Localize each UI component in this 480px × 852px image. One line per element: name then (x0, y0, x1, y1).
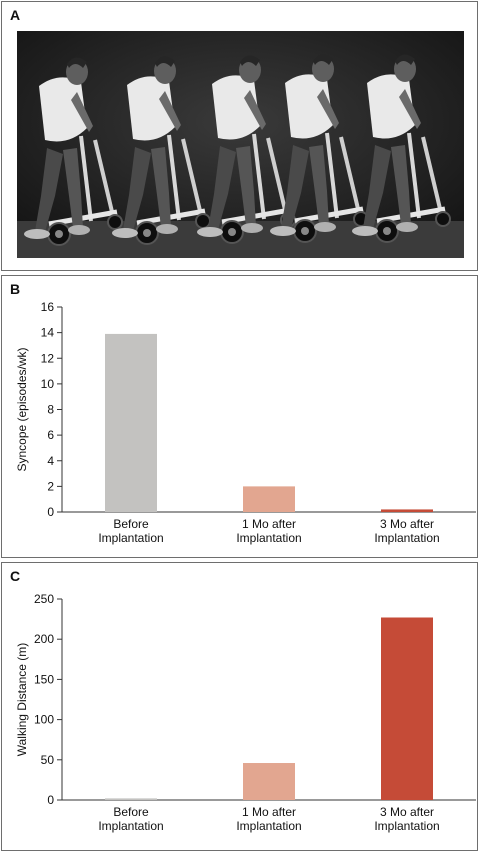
panel-c: C 0 50 100 150 200 250 Walking Distance (m) Bef… (1, 562, 478, 851)
syncope-bar (243, 486, 295, 512)
syncope-bar (105, 333, 157, 512)
walking-y-tick-label: 200 (34, 632, 54, 646)
walking-category-label: Implantation (236, 819, 301, 833)
walking-bar (105, 798, 157, 800)
panel-b: B 0 2 4 6 8 10 12 14 16 Syncope (episodes/wk) Befo… (1, 275, 478, 558)
walking-bar (243, 763, 295, 800)
syncope-y-tick-label: 8 (47, 403, 54, 417)
syncope-y-axis-label: Syncope (episodes/wk) (15, 347, 29, 471)
walking-category-label: 1 Mo after (242, 805, 296, 819)
walking-bar (381, 617, 433, 800)
syncope-category-label: Implantation (374, 531, 439, 545)
walking-y-tick-label: 250 (34, 592, 54, 606)
walking-category-label: Before (113, 805, 149, 819)
walking-distance-bar-chart: 0 50 100 150 200 250 Walking Distance (m) Befor… (15, 592, 476, 833)
walking-sequence-photo (17, 31, 464, 258)
walking-y-tick-label: 150 (34, 672, 54, 686)
syncope-y-tick-label: 16 (41, 300, 55, 314)
syncope-y-tick-label: 12 (41, 351, 55, 365)
syncope-category-label: Before (113, 517, 149, 531)
panel-letter-a: A (10, 7, 21, 23)
syncope-bar-chart: 0 2 4 6 8 10 12 14 16 Syncope (episodes/wk) Before… (15, 300, 476, 545)
panel-a: A (1, 1, 478, 271)
walking-y-tick-label: 0 (47, 793, 54, 807)
syncope-y-tick-label: 2 (47, 479, 54, 493)
syncope-category-label: Implantation (98, 531, 163, 545)
syncope-category-label: 1 Mo after (242, 517, 296, 531)
panel-letter-b: B (10, 281, 21, 297)
syncope-y-tick-label: 0 (47, 505, 54, 519)
syncope-bar (381, 509, 433, 512)
walking-y-tick-label: 100 (34, 713, 54, 727)
walking-category-label: 3 Mo after (380, 805, 434, 819)
panel-letter-c: C (10, 568, 21, 584)
syncope-y-tick-label: 6 (47, 428, 54, 442)
syncope-category-label: 3 Mo after (380, 517, 434, 531)
walking-category-label: Implantation (374, 819, 439, 833)
walking-y-axis-label: Walking Distance (m) (15, 643, 29, 757)
syncope-category-label: Implantation (236, 531, 301, 545)
syncope-y-tick-label: 10 (41, 377, 55, 391)
syncope-y-tick-label: 4 (47, 454, 54, 468)
walking-y-tick-label: 50 (41, 753, 55, 767)
walking-category-label: Implantation (98, 819, 163, 833)
syncope-y-tick-label: 14 (41, 326, 55, 340)
